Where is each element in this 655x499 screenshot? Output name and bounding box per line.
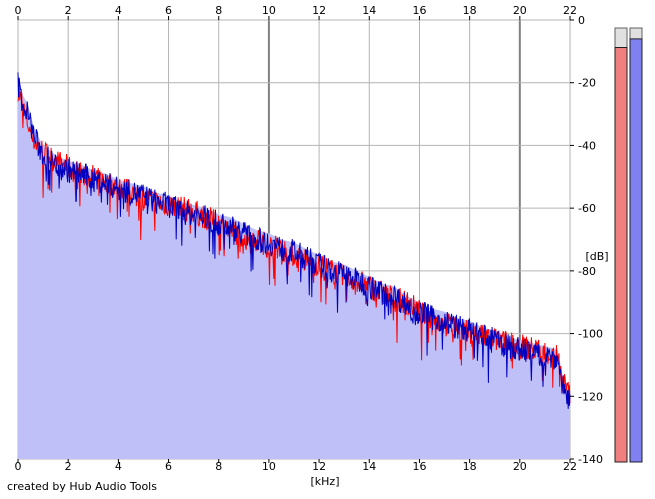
tick-label-y: -120 xyxy=(578,390,603,403)
tick-label-y: -140 xyxy=(578,453,603,466)
tick-label-y: -20 xyxy=(578,77,596,90)
tick-label-x-top: 18 xyxy=(463,4,477,17)
tick-label-x-top: 12 xyxy=(312,4,326,17)
tick-label-x-top: 22 xyxy=(563,4,577,17)
tick-label-x-top: 2 xyxy=(65,4,72,17)
series-line-right xyxy=(17,72,571,409)
tick-label-x-top: 16 xyxy=(412,4,426,17)
tick-label-x-bottom: 4 xyxy=(115,460,122,473)
tick-label-y: 0 xyxy=(578,14,585,27)
tick-label-x-top: 10 xyxy=(262,4,276,17)
credit-text: created by Hub Audio Tools xyxy=(7,480,157,493)
tick-label-x-bottom: 2 xyxy=(65,460,72,473)
right-axis: 0 -20 -40 -60 -80 -100 -120 -140 xyxy=(570,14,603,466)
tick-label-x-bottom: 8 xyxy=(215,460,222,473)
meter-right xyxy=(629,38,643,463)
tick-label-x-top: 14 xyxy=(362,4,376,17)
tick-label-y: -60 xyxy=(578,202,596,215)
y-axis-label: [dB] xyxy=(585,250,608,263)
level-meters xyxy=(614,27,643,463)
tick-label-x-bottom: 22 xyxy=(563,460,577,473)
tick-label-x-top: 8 xyxy=(215,4,222,17)
spectrum-lines xyxy=(17,72,571,409)
tick-label-x-top: 20 xyxy=(513,4,527,17)
x-axis-label: [kHz] xyxy=(311,475,340,488)
tick-label-x-bottom: 6 xyxy=(165,460,172,473)
tick-label-x-bottom: 12 xyxy=(312,460,326,473)
tick-label-x-bottom: 18 xyxy=(463,460,477,473)
tick-label-x-top: 0 xyxy=(15,4,22,17)
tick-label-y: -80 xyxy=(578,265,596,278)
top-axis: 0 2 4 6 8 10 12 14 16 18 20 22 xyxy=(15,4,577,20)
bottom-axis: 0 2 4 6 8 10 12 14 16 18 20 22 xyxy=(15,459,577,473)
tick-label-x-top: 6 xyxy=(165,4,172,17)
meter-left xyxy=(614,47,628,463)
tick-label-x-bottom: 0 xyxy=(15,460,22,473)
tick-label-y: -100 xyxy=(578,328,603,341)
tick-label-x-bottom: 10 xyxy=(262,460,276,473)
tick-label-x-top: 4 xyxy=(115,4,122,17)
series-line-left xyxy=(17,87,571,405)
tick-label-y: -40 xyxy=(578,139,596,152)
tick-label-x-bottom: 16 xyxy=(412,460,426,473)
tick-label-x-bottom: 14 xyxy=(362,460,376,473)
spectrum-fill xyxy=(18,73,570,460)
tick-label-x-bottom: 20 xyxy=(513,460,527,473)
